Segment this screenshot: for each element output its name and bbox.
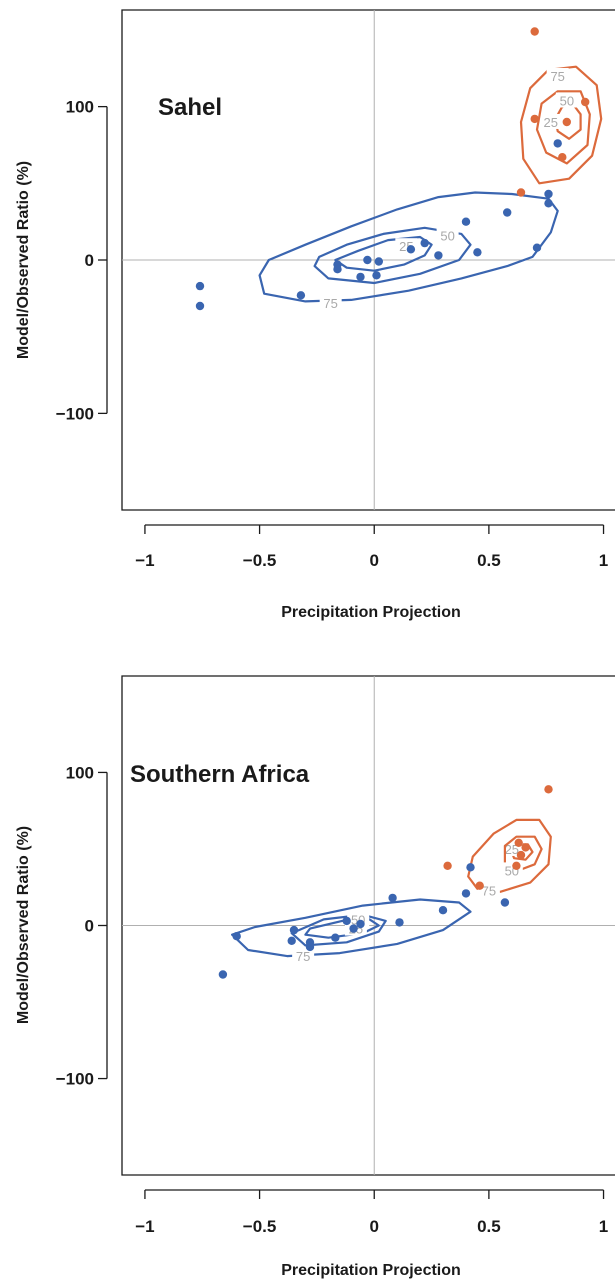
x-tick-label: 1 bbox=[599, 551, 608, 570]
data-point bbox=[434, 251, 443, 260]
x-tick-label: 0.5 bbox=[477, 1217, 501, 1236]
data-point bbox=[287, 936, 296, 945]
data-point bbox=[195, 301, 205, 311]
data-point bbox=[443, 861, 452, 870]
data-point bbox=[438, 906, 448, 915]
data-point bbox=[342, 916, 351, 926]
contour-label: 25 bbox=[505, 842, 519, 857]
data-point bbox=[331, 933, 340, 942]
contour-50 bbox=[313, 226, 472, 285]
contour-label-bg bbox=[436, 227, 459, 243]
data-point bbox=[530, 114, 539, 124]
data-point bbox=[349, 924, 358, 933]
panel-southern-africa: Southern Africa Precipitation Projection… bbox=[15, 675, 615, 1279]
data-point bbox=[406, 245, 416, 254]
data-point bbox=[195, 281, 205, 291]
x-tick-label: −0.5 bbox=[243, 551, 277, 570]
data-point bbox=[296, 291, 306, 300]
panel-title: Sahel bbox=[158, 94, 222, 121]
data-point bbox=[581, 97, 590, 107]
data-point bbox=[473, 248, 482, 257]
data-point bbox=[232, 932, 241, 941]
y-tick-label: −100 bbox=[56, 1070, 94, 1089]
x-tick-label: −1 bbox=[135, 1217, 154, 1236]
contour-label-bg bbox=[292, 948, 315, 964]
contour-75 bbox=[258, 191, 559, 303]
data-point bbox=[503, 208, 512, 217]
contour-label-bg bbox=[319, 294, 342, 310]
data-point bbox=[461, 889, 471, 898]
x-tick-label: −1 bbox=[135, 551, 154, 570]
data-point bbox=[218, 970, 228, 979]
x-tick-label: 0 bbox=[369, 1217, 378, 1236]
data-point bbox=[374, 257, 383, 266]
data-point bbox=[395, 918, 404, 927]
data-point bbox=[562, 117, 571, 127]
data-point bbox=[512, 861, 521, 870]
panel-title: Southern Africa bbox=[130, 761, 310, 788]
data-point bbox=[514, 838, 523, 847]
y-axis-label: Model/Observed Ratio (%) bbox=[15, 826, 32, 1024]
x-axis-label: Precipitation Projection bbox=[281, 1262, 461, 1279]
data-point bbox=[333, 265, 342, 274]
contour-label-bg bbox=[546, 67, 569, 83]
x-axis-label: Precipitation Projection bbox=[281, 604, 461, 621]
data-point bbox=[461, 217, 471, 226]
contour-25 bbox=[334, 235, 433, 272]
data-point bbox=[553, 139, 562, 148]
y-tick-label: 100 bbox=[66, 98, 94, 117]
data-point bbox=[356, 919, 365, 929]
contour-label: 25 bbox=[544, 115, 558, 130]
data-point bbox=[521, 843, 530, 852]
y-tick-label: 100 bbox=[66, 763, 94, 782]
y-tick-label: 0 bbox=[85, 917, 94, 936]
data-point bbox=[305, 942, 315, 952]
contour-label: 75 bbox=[323, 296, 337, 311]
contour-75 bbox=[231, 898, 472, 958]
contour-label: 75 bbox=[550, 69, 564, 84]
contour-label-bg bbox=[555, 92, 578, 108]
data-point bbox=[475, 881, 484, 890]
data-point bbox=[558, 153, 567, 162]
data-point bbox=[544, 199, 553, 208]
data-point bbox=[420, 238, 429, 248]
data-point bbox=[544, 189, 553, 199]
data-point bbox=[466, 863, 475, 872]
contour-label: 75 bbox=[482, 883, 496, 898]
data-point bbox=[516, 188, 526, 197]
data-point bbox=[363, 255, 372, 265]
data-point bbox=[500, 898, 510, 907]
data-point bbox=[289, 925, 299, 935]
data-point bbox=[372, 271, 381, 280]
x-tick-label: 1 bbox=[599, 1217, 608, 1236]
data-point bbox=[544, 785, 553, 794]
x-tick-label: −0.5 bbox=[243, 1217, 277, 1236]
contour-label: 50 bbox=[560, 93, 574, 108]
x-tick-label: 0.5 bbox=[477, 551, 501, 570]
data-point bbox=[356, 272, 365, 282]
y-axis-label: Model/Observed Ratio (%) bbox=[15, 161, 32, 359]
contour-label: 75 bbox=[296, 949, 310, 964]
y-tick-label: 0 bbox=[85, 251, 94, 270]
contour-50 bbox=[535, 90, 591, 165]
data-point bbox=[532, 243, 542, 252]
y-tick-label: −100 bbox=[56, 404, 94, 423]
data-point bbox=[388, 893, 397, 903]
data-point bbox=[516, 850, 526, 860]
panel-sahel: Sahel Precipitation Projection Model/Obs… bbox=[15, 9, 615, 621]
contour-label-bg bbox=[539, 113, 562, 129]
contour-75 bbox=[519, 65, 603, 185]
data-point bbox=[530, 27, 539, 36]
x-tick-label: 0 bbox=[369, 551, 378, 570]
contour-label: 50 bbox=[440, 228, 454, 243]
